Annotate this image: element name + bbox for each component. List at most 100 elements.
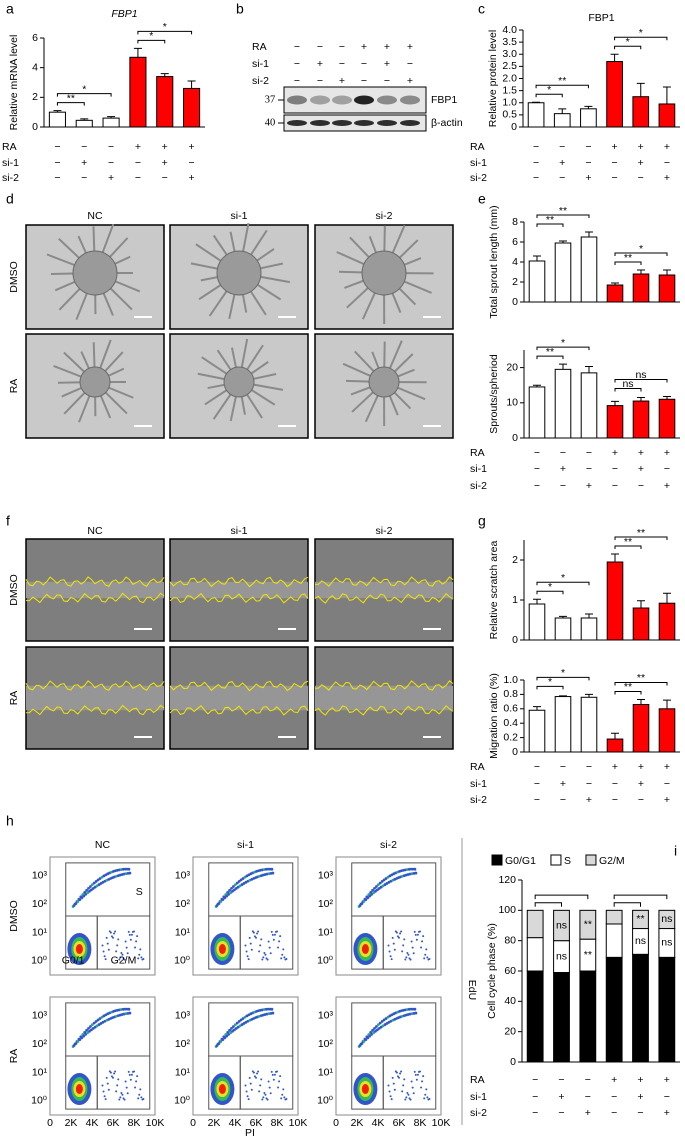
significance-bracket	[137, 39, 166, 44]
event	[123, 958, 126, 961]
row-label: RA	[8, 691, 20, 706]
event	[134, 1086, 137, 1089]
y-tick-label: 10¹	[32, 926, 48, 938]
event	[420, 946, 423, 949]
significance-label: *	[548, 676, 552, 688]
bar-segment	[579, 909, 597, 940]
event	[258, 950, 261, 953]
column-label: NC	[87, 210, 103, 222]
event	[374, 1029, 377, 1033]
event	[404, 1098, 407, 1101]
condition-sign: +	[664, 1107, 670, 1119]
condition-sign: −	[664, 157, 670, 169]
y-tick-label: 3.0	[502, 48, 517, 60]
y-tick-label: 10³	[318, 870, 334, 882]
significance-bracket	[535, 93, 563, 98]
blot-band	[287, 95, 307, 105]
event	[121, 953, 124, 956]
gate	[382, 915, 437, 970]
event	[86, 1031, 89, 1035]
condition-sign: −	[612, 463, 618, 475]
gate-label: S	[136, 886, 143, 898]
event	[104, 1098, 107, 1101]
event	[401, 1090, 404, 1093]
error-bar	[160, 73, 169, 77]
event	[270, 867, 274, 871]
event	[415, 1078, 418, 1081]
event	[425, 1088, 428, 1091]
comparison-bracket	[534, 894, 589, 900]
bar	[554, 368, 572, 439]
event	[221, 1038, 225, 1042]
condition-sign: +	[585, 172, 591, 184]
event	[228, 888, 231, 892]
condition-sign: −	[317, 41, 323, 53]
condition-sign: −	[534, 480, 540, 492]
event	[89, 888, 93, 892]
event	[419, 930, 421, 933]
event	[120, 951, 123, 954]
event	[282, 1088, 285, 1091]
event	[262, 956, 265, 959]
significance-label: **	[624, 536, 632, 548]
event	[373, 886, 376, 890]
event	[366, 896, 370, 900]
significance-label: **	[584, 949, 592, 961]
y-tick-label: 6	[512, 236, 518, 248]
legend-label: G2/M	[599, 855, 625, 867]
condition-sign: −	[585, 141, 591, 153]
event	[273, 1073, 276, 1076]
event	[227, 1033, 231, 1036]
event	[137, 1097, 140, 1100]
bar	[528, 386, 546, 439]
significance-bracket	[536, 355, 564, 360]
bar	[554, 242, 572, 303]
comparison-bracket	[534, 902, 562, 907]
y-tick-label: 0.4	[503, 717, 518, 729]
condition-sign: −	[534, 778, 540, 790]
event	[428, 1098, 431, 1101]
event	[78, 1038, 82, 1042]
event	[237, 1019, 241, 1023]
event	[116, 944, 119, 947]
event	[390, 958, 393, 961]
error-bar	[187, 80, 196, 89]
event	[276, 1070, 278, 1073]
event	[228, 1028, 231, 1032]
legend-label: S	[564, 855, 571, 867]
event	[225, 1034, 229, 1038]
marker-label: 37	[265, 94, 276, 105]
column-label: NC	[95, 839, 111, 851]
condition-sign: +	[407, 75, 413, 87]
event	[94, 1019, 98, 1023]
scratch-edge	[314, 592, 454, 604]
event	[269, 1092, 272, 1095]
condition-sign: +	[585, 1107, 591, 1119]
y-tick-label: 10³	[32, 870, 48, 882]
bar	[658, 103, 676, 128]
error-bar	[611, 732, 619, 740]
y-tick-label: 10²	[175, 1038, 191, 1050]
bar	[129, 56, 147, 128]
event	[421, 940, 424, 943]
panel-label: i	[674, 843, 677, 859]
event	[419, 1070, 421, 1073]
event	[253, 935, 256, 938]
blot-band	[332, 95, 352, 105]
event	[230, 1026, 233, 1030]
blot-band	[287, 120, 307, 126]
significance-label: *	[547, 84, 551, 96]
scratch-edge	[169, 576, 309, 588]
event	[85, 1028, 88, 1032]
event	[116, 1084, 119, 1087]
event	[121, 1093, 124, 1096]
y-tick-label: 4	[32, 61, 38, 73]
event	[84, 893, 88, 896]
event	[255, 936, 257, 939]
y-tick-label: 40	[504, 995, 516, 1007]
scratch-edge	[25, 576, 165, 587]
y-tick-label: 80	[504, 934, 516, 946]
event	[247, 958, 250, 961]
event	[247, 1098, 250, 1101]
column-label: si-2	[376, 525, 393, 537]
